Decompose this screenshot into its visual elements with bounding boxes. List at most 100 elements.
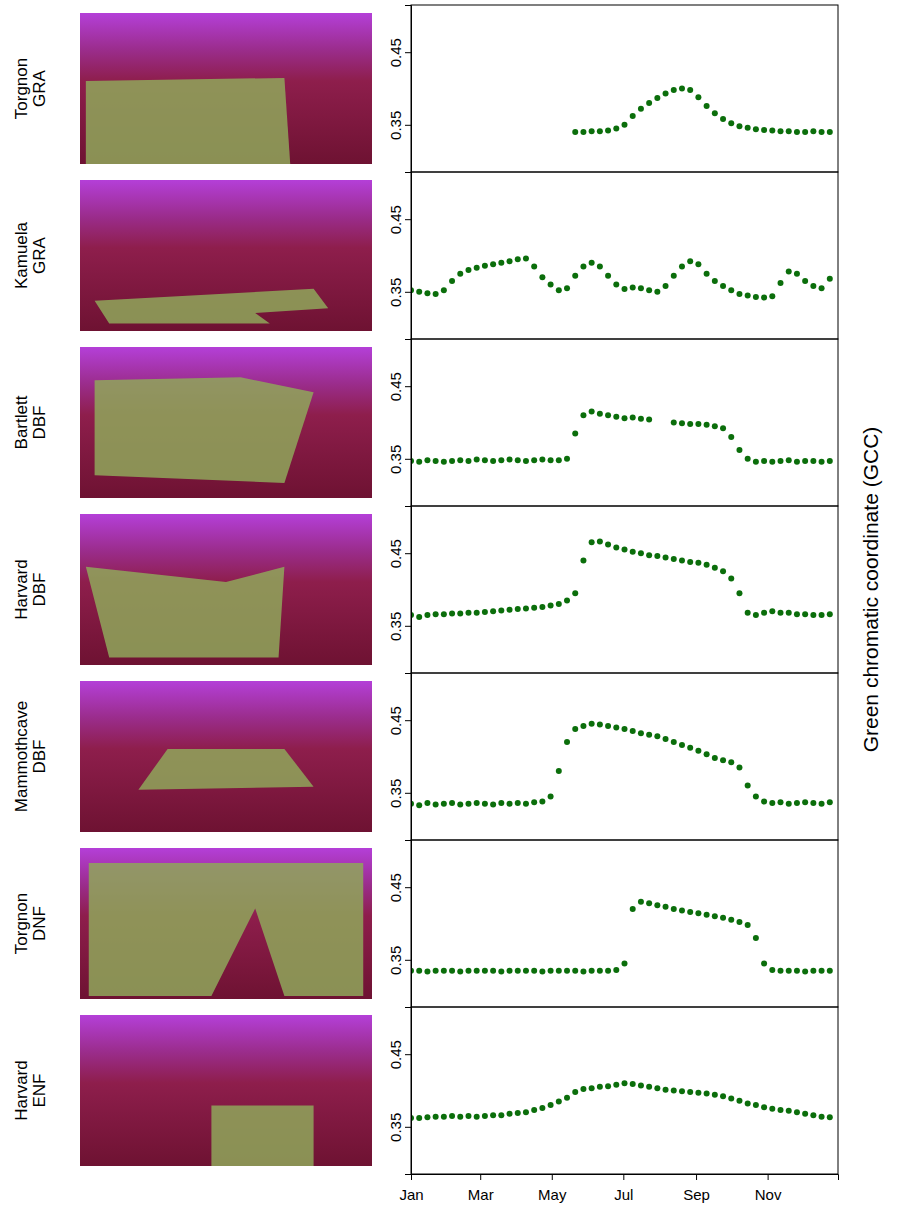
point (572, 430, 578, 436)
point (498, 800, 504, 806)
point (687, 745, 693, 751)
tick: 0.45 (387, 706, 411, 735)
tick-label: 0.45 (387, 1040, 404, 1069)
point (630, 1081, 636, 1087)
point (523, 458, 529, 464)
point (671, 87, 677, 93)
y-axis: 0.350.45 (387, 507, 412, 674)
x-axis: JanMarMayJulSepNov (399, 1174, 838, 1203)
row-label: KamuelaGRA (12, 221, 50, 289)
camera-image (80, 1015, 372, 1166)
point (564, 597, 570, 603)
photo (80, 347, 372, 498)
point (613, 967, 619, 973)
roi (211, 1106, 313, 1166)
point (712, 565, 718, 571)
row-label-line: DNF (30, 906, 49, 941)
tick-label: 0.45 (387, 706, 404, 735)
tick: 0.45 (387, 372, 411, 401)
point (465, 801, 471, 807)
row-label-line: GRA (30, 236, 49, 274)
point (597, 968, 603, 974)
point (589, 1085, 595, 1091)
point (794, 968, 800, 974)
point (507, 968, 513, 974)
point (827, 458, 833, 464)
point (810, 968, 816, 974)
point (548, 457, 554, 463)
point (490, 801, 496, 807)
point (539, 457, 545, 463)
photo (80, 514, 372, 665)
point (515, 1110, 521, 1116)
roi (95, 377, 314, 483)
point (482, 609, 488, 615)
point (498, 968, 504, 974)
point (597, 1084, 603, 1090)
point (753, 612, 759, 618)
points (411, 409, 833, 465)
panel: TorgnonGRA0.350.45 (12, 5, 838, 173)
roi (86, 78, 290, 164)
point (810, 283, 816, 289)
point (810, 800, 816, 806)
point (622, 547, 628, 553)
axis-line (405, 674, 412, 841)
tick-mark (405, 459, 411, 460)
point (613, 125, 619, 131)
tick-label: Jul (614, 1186, 633, 1203)
point (786, 268, 792, 274)
point (465, 610, 471, 616)
point (580, 412, 586, 418)
tick-label: 0.35 (387, 612, 404, 641)
point (769, 128, 775, 134)
point (613, 414, 619, 420)
tick-mark (405, 626, 411, 627)
tick-mark (405, 386, 411, 387)
point (827, 1114, 833, 1120)
point (654, 733, 660, 739)
point (580, 263, 586, 269)
tick-mark (696, 1174, 697, 1180)
axis-line (405, 6, 412, 173)
point (622, 415, 628, 421)
point (589, 260, 595, 266)
point (539, 604, 545, 610)
point (778, 799, 784, 805)
point (761, 610, 767, 616)
panel: HarvardDBF0.350.45 (12, 506, 838, 674)
point (597, 722, 603, 728)
point (605, 723, 611, 729)
point (802, 129, 808, 135)
point (416, 968, 422, 974)
point (687, 87, 693, 93)
point (745, 922, 751, 928)
point (704, 912, 710, 918)
tick-mark (623, 1174, 624, 1180)
photo (80, 180, 372, 331)
tick-mark (768, 1174, 769, 1180)
tick-mark (405, 292, 411, 293)
point (720, 283, 726, 289)
tick-label: 0.45 (387, 372, 404, 401)
photo (80, 848, 372, 999)
tick-label: 0.35 (387, 111, 404, 140)
point (424, 290, 430, 296)
point (539, 968, 545, 974)
panel: MammothcaveDBF0.350.45 (12, 673, 838, 841)
tick-mark (405, 1127, 411, 1128)
point (539, 799, 545, 805)
point (507, 258, 513, 264)
point (769, 459, 775, 465)
point (424, 457, 430, 463)
tick: 0.35 (387, 111, 411, 140)
point (424, 800, 430, 806)
point (597, 128, 603, 134)
point (679, 86, 685, 92)
point (827, 129, 833, 135)
point (416, 802, 422, 808)
point (704, 271, 710, 277)
point (663, 736, 669, 742)
point (654, 95, 660, 101)
panel: BartlettDBF0.350.45 (12, 339, 838, 507)
